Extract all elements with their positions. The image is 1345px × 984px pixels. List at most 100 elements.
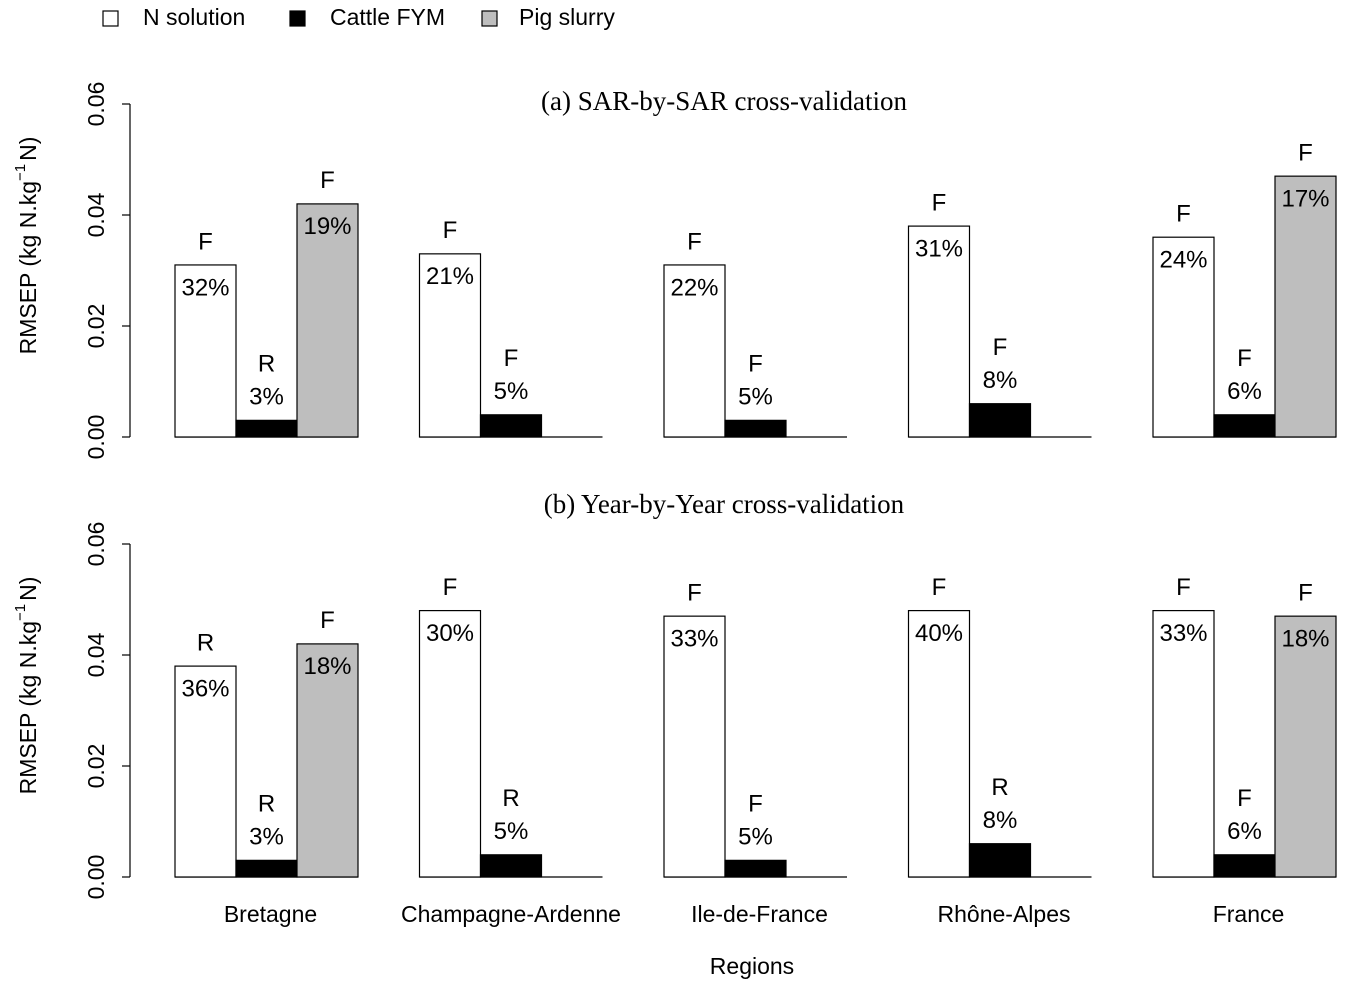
legend-label: N solution <box>143 4 245 30</box>
x-axis-label: Regions <box>710 953 794 979</box>
bar-flag: R <box>258 351 275 378</box>
bar-flag: F <box>1237 345 1252 372</box>
bar <box>418 253 482 438</box>
bar-flag: F <box>443 217 458 244</box>
y-tick-label: 0.02 <box>83 304 109 349</box>
bar-flag: F <box>443 574 458 601</box>
bar-percent: 18% <box>1281 625 1329 652</box>
y-label-sup: −1 <box>12 604 29 621</box>
bar-percent: 24% <box>1159 247 1207 274</box>
bar-percent: 33% <box>670 625 718 652</box>
bar <box>1152 609 1215 878</box>
bar-percent: 31% <box>915 235 963 262</box>
bar <box>968 403 1032 438</box>
bar-percent: 3% <box>249 384 284 411</box>
bar-flag: F <box>1176 201 1191 228</box>
bar-flag: F <box>320 607 335 634</box>
x-tick-label: Rhône-Alpes <box>938 901 1071 927</box>
y-label-text: RMSEP (kg N.kg <box>15 181 41 354</box>
bar <box>418 609 482 878</box>
bar-flag: R <box>197 629 214 656</box>
y-label-after: N) <box>15 577 41 601</box>
bar-percent: 19% <box>303 213 351 240</box>
bar-percent: 5% <box>738 824 773 851</box>
y-label-text: RMSEP (kg N.kg <box>15 621 41 794</box>
bar-flag: F <box>748 351 763 378</box>
legend-label: Pig slurry <box>519 4 615 30</box>
bar <box>663 615 726 878</box>
bar-flag: F <box>1176 574 1191 601</box>
x-tick-label: Champagne-Ardenne <box>401 901 621 927</box>
bar-percent: 21% <box>426 263 474 290</box>
bar <box>1213 854 1276 878</box>
bar-percent: 6% <box>1227 378 1262 405</box>
bar <box>968 843 1032 878</box>
bar <box>663 264 726 438</box>
bar-percent: 36% <box>181 675 229 702</box>
bar-flag: R <box>991 774 1008 801</box>
bar-flag: F <box>748 791 763 818</box>
bar-percent: 22% <box>670 274 718 301</box>
bar <box>174 665 237 878</box>
y-tick-label: 0.00 <box>83 415 109 460</box>
y-label-sup: −1 <box>12 164 29 181</box>
bar-percent: 3% <box>249 824 284 851</box>
legend-label: Cattle FYM <box>330 4 445 30</box>
bar-flag: F <box>1237 785 1252 812</box>
legend-swatch <box>102 10 119 27</box>
y-axis-label: RMSEP (kg N.kg−1 N) <box>12 137 41 355</box>
bar-percent: 5% <box>494 378 529 405</box>
bar <box>907 609 971 878</box>
bar <box>479 854 543 878</box>
bar-percent: 6% <box>1227 818 1262 845</box>
y-tick-label: 0.04 <box>83 192 109 237</box>
y-tick-label: 0.04 <box>83 632 109 677</box>
bar <box>296 203 359 438</box>
bar-percent: 5% <box>738 384 773 411</box>
bar-percent: 5% <box>494 818 529 845</box>
panel-title: (a) SAR-by-SAR cross-validation <box>541 86 907 116</box>
bar-flag: F <box>1298 139 1313 166</box>
bar <box>296 643 359 878</box>
y-tick-label: 0.06 <box>83 522 109 567</box>
bar-flag: F <box>1298 579 1313 606</box>
y-tick-label: 0.00 <box>83 855 109 900</box>
bar-flag: F <box>504 345 519 372</box>
bar-flag: F <box>198 228 213 255</box>
bar-flag: R <box>258 791 275 818</box>
bar-flag: F <box>687 579 702 606</box>
bar <box>1274 175 1337 438</box>
y-tick-label: 0.06 <box>83 82 109 127</box>
bar-percent: 33% <box>1159 620 1207 647</box>
bar <box>907 225 971 438</box>
bar <box>1213 414 1276 438</box>
x-tick-label: Bretagne <box>224 901 317 927</box>
bar <box>1274 615 1337 878</box>
bar-flag: F <box>687 228 702 255</box>
bar-percent: 8% <box>983 367 1018 394</box>
bar-flag: F <box>932 574 947 601</box>
bar <box>235 859 298 878</box>
bar-percent: 8% <box>983 807 1018 834</box>
x-tick-label: Ile-de-France <box>691 901 828 927</box>
bar-percent: 18% <box>303 653 351 680</box>
bar-percent: 17% <box>1281 185 1329 212</box>
x-tick-label: France <box>1213 901 1285 927</box>
y-axis-label: RMSEP (kg N.kg−1 N) <box>12 577 41 795</box>
bar <box>724 419 787 438</box>
bar-percent: 30% <box>426 620 474 647</box>
panel-title: (b) Year-by-Year cross-validation <box>544 489 905 519</box>
legend-swatch <box>481 10 498 27</box>
bar-flag: F <box>932 189 947 216</box>
bar-flag: F <box>993 334 1008 361</box>
bar <box>479 414 543 438</box>
bar-percent: 32% <box>181 274 229 301</box>
y-tick-label: 0.02 <box>83 744 109 789</box>
bar-flag: R <box>502 785 519 812</box>
bar-flag: F <box>320 167 335 194</box>
bar-percent: 40% <box>915 620 963 647</box>
bar <box>174 264 237 438</box>
legend-swatch <box>289 10 306 27</box>
bar <box>724 859 787 878</box>
